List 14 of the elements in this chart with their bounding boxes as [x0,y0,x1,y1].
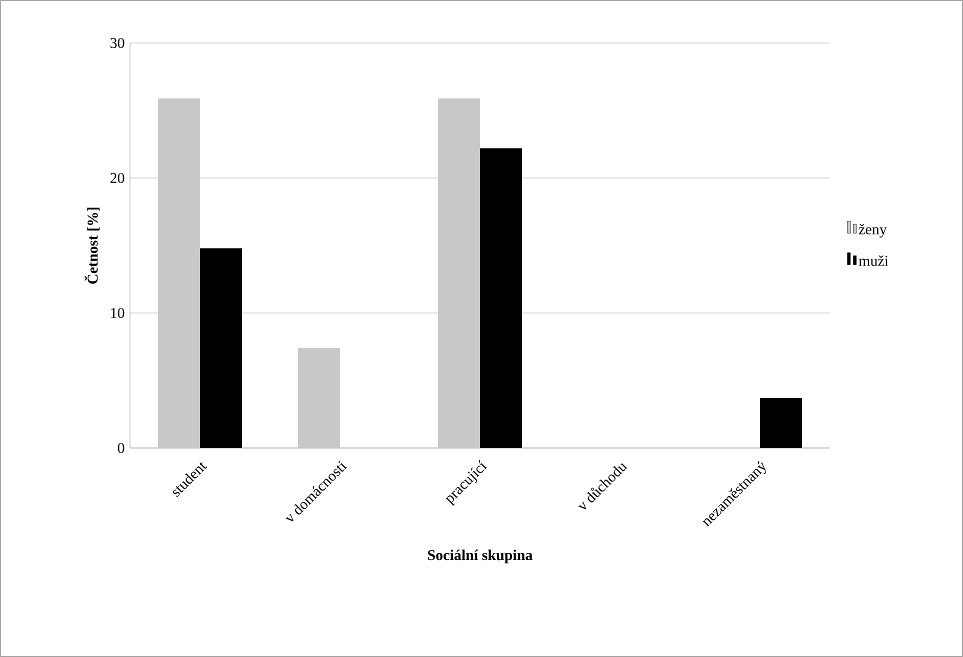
y-tick-label: 10 [111,308,124,318]
y-axis-title: Četnost [%] [84,208,100,284]
bar [298,348,340,448]
bar [480,148,522,448]
legend-label: muži [858,255,888,266]
y-tick-label: 30 [110,38,124,48]
y-tick-label: 0 [118,442,124,454]
legend-label: ženy [858,224,887,238]
bar [760,398,802,448]
x-axis-title: Sociální skupina [428,550,532,564]
bar [438,98,480,448]
bar [158,98,200,448]
bar [200,248,242,448]
y-tick-label: 20 [110,172,124,184]
